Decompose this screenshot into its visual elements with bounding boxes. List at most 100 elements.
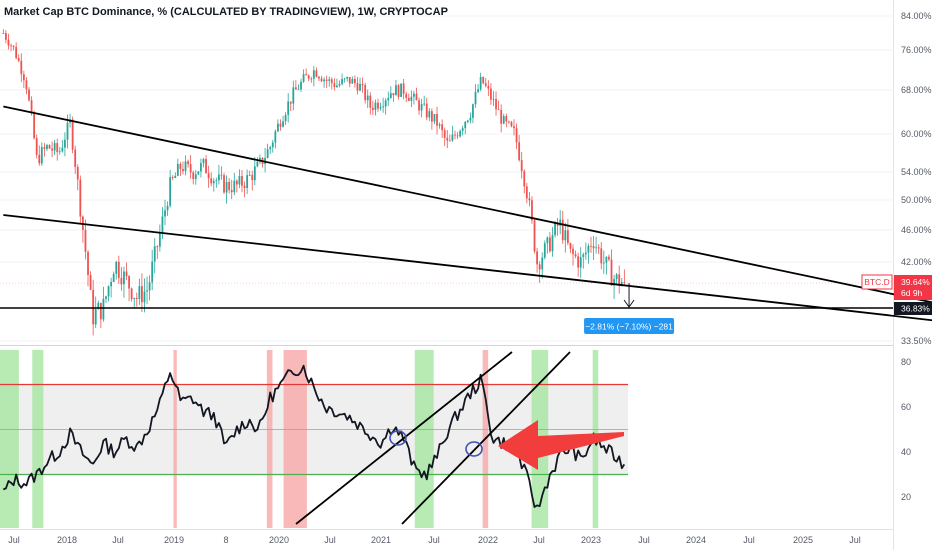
candle-body: [515, 128, 518, 143]
upper-trendline[interactable]: [3, 105, 932, 342]
candle-body: [377, 102, 379, 109]
candle-body: [64, 139, 66, 148]
measure-arrowhead: [623, 299, 635, 308]
candle-body: [554, 222, 556, 236]
candle-body: [618, 274, 621, 286]
candle-body: [510, 122, 513, 127]
candle-body: [402, 83, 405, 94]
price-tags: BTC.D 39.64%6d 9h 36.83%: [861, 274, 932, 315]
candle-body: [277, 123, 279, 132]
candle-body: [210, 178, 213, 184]
time-axis-label: Jul: [638, 535, 650, 545]
candle-body: [256, 161, 259, 167]
price-axis-tick: 54.00%: [901, 167, 932, 177]
candle-body: [266, 149, 269, 158]
candle-body: [284, 114, 287, 122]
candle-body: [310, 78, 313, 80]
candle-body: [243, 185, 246, 188]
candle-body: [374, 102, 377, 110]
drawing-layer[interactable]: −2.81% (−7.10%) −281: [0, 105, 932, 525]
candle-body: [271, 142, 274, 148]
candle-body: [71, 119, 74, 150]
candle-body: [579, 257, 582, 268]
candle-body: [200, 163, 202, 172]
candle-body: [420, 104, 423, 111]
candle-body: [430, 111, 433, 122]
candle-body: [300, 81, 302, 90]
candle-body: [84, 229, 87, 252]
price-axis-tick: 50.00%: [901, 195, 932, 205]
candle-body: [518, 142, 521, 161]
candle-body: [28, 89, 30, 101]
candle-body: [389, 93, 392, 98]
price-axis-tick: 60.00%: [901, 129, 932, 139]
price-axis-tick: 33.50%: [901, 336, 932, 346]
candle-body: [351, 78, 354, 84]
candle-body: [505, 116, 508, 122]
rsi-axis-tick: 60: [901, 402, 911, 412]
candle-body: [459, 130, 462, 137]
candle-body: [602, 262, 605, 264]
candle-body: [371, 107, 374, 110]
candle-body: [151, 261, 154, 283]
candle-body: [141, 286, 143, 303]
candle-body: [22, 74, 25, 81]
candle-body: [230, 190, 233, 193]
candle-body: [569, 242, 572, 249]
candle-body: [53, 143, 56, 151]
candle-body: [356, 83, 359, 91]
rsi-breakout-circle[interactable]: [389, 430, 407, 446]
candle-body: [484, 83, 487, 86]
candle-body: [74, 149, 77, 167]
candle-body: [192, 172, 195, 180]
candle-body: [318, 76, 320, 79]
candle-body: [482, 76, 485, 84]
time-axis-label: Jul: [324, 535, 336, 545]
candle-body: [248, 174, 251, 176]
rsi-lower-channel-line[interactable]: [401, 351, 571, 525]
candle-body: [215, 180, 218, 182]
lower-trendline[interactable]: [3, 214, 932, 341]
candle-body: [58, 151, 61, 153]
candle-body: [312, 70, 315, 79]
candle-body: [415, 93, 418, 101]
candle-body: [110, 281, 113, 287]
time-axis-label: Jul: [533, 535, 545, 545]
candle-body: [161, 216, 164, 233]
candle-body: [341, 79, 343, 84]
candle-body: [220, 174, 223, 176]
candle-body: [287, 101, 290, 115]
candle-body: [94, 309, 97, 325]
time-axis-label: 2024: [686, 535, 706, 545]
candle-body: [364, 85, 367, 101]
candle-body: [79, 179, 82, 217]
candle-body: [330, 79, 333, 84]
candle-body: [51, 148, 53, 151]
candle-body: [133, 298, 136, 300]
candle-body: [2, 33, 5, 34]
candle-body: [76, 166, 79, 180]
candle-body: [502, 116, 505, 124]
candle-body: [441, 124, 444, 131]
rsi-upper-channel-line[interactable]: [295, 351, 513, 525]
candle-body: [446, 137, 449, 141]
candle-body: [292, 87, 295, 104]
candle-body: [48, 145, 51, 149]
callout-arrow[interactable]: [498, 420, 624, 470]
time-axis-label: 2021: [371, 535, 391, 545]
rsi-retest-circle[interactable]: [465, 441, 483, 457]
candle-body: [428, 111, 431, 118]
rsi-line: [2, 364, 626, 508]
candle-body: [274, 131, 277, 143]
candle-body: [120, 277, 123, 285]
candle-body: [369, 95, 372, 108]
candle-body: [423, 103, 426, 105]
rsi-axis-tick: 40: [901, 447, 911, 457]
candle-body: [33, 113, 36, 139]
candle-body: [138, 286, 141, 299]
candle-body: [10, 45, 12, 47]
time-axis-label: 2025: [793, 535, 813, 545]
candle-body: [490, 88, 492, 100]
candle-body: [451, 134, 454, 141]
